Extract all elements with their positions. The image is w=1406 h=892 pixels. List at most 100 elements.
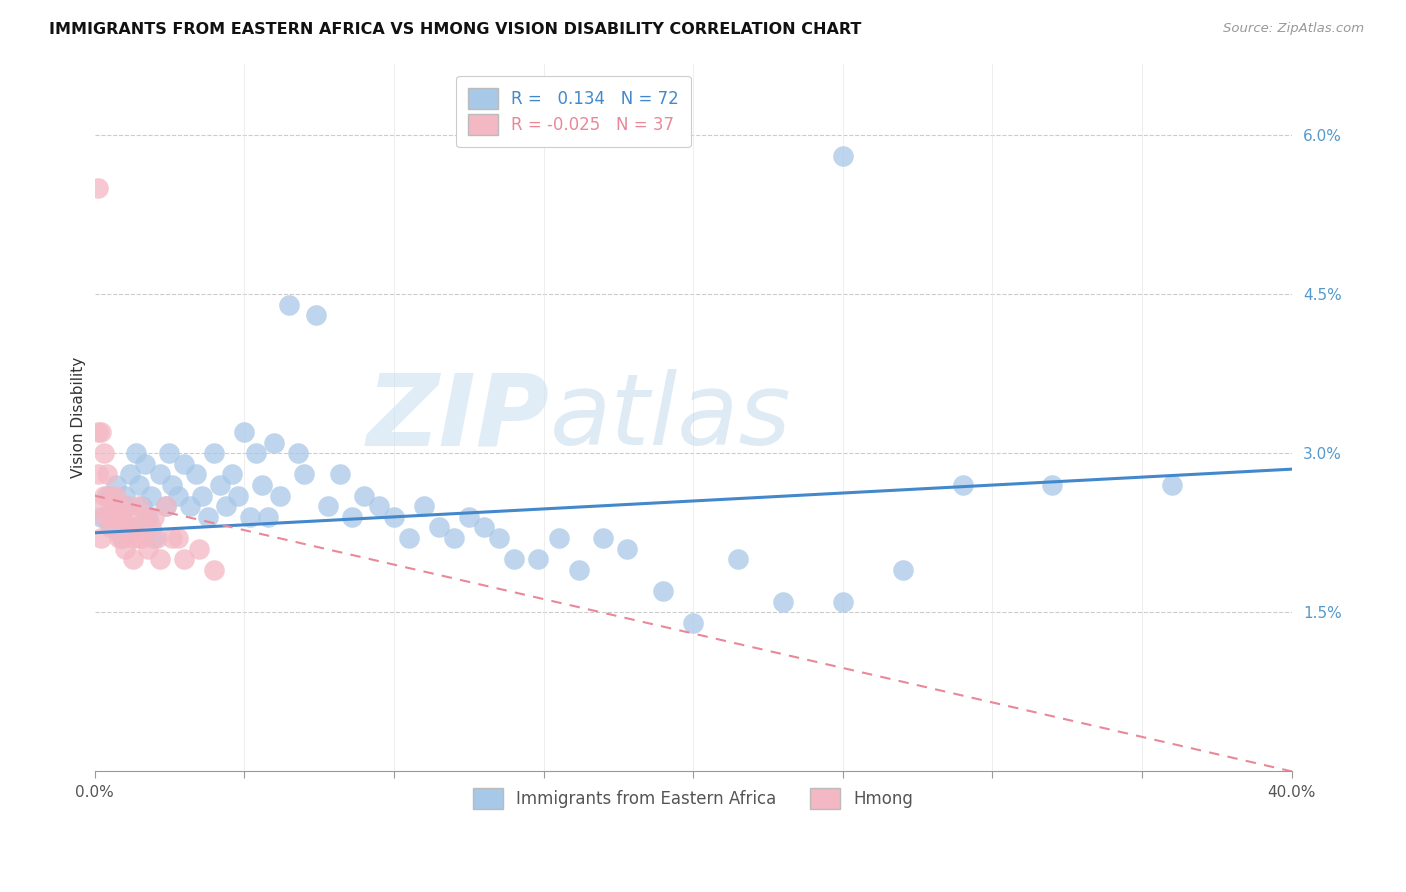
Point: [188, 541, 211, 556]
Point: [592, 531, 614, 545]
Point: [472, 520, 495, 534]
Point: [110, 531, 132, 545]
Point: [1161, 478, 1184, 492]
Point: [197, 509, 219, 524]
Point: [110, 509, 132, 524]
Point: [86, 425, 108, 439]
Point: [457, 509, 479, 524]
Point: [125, 446, 148, 460]
Text: Source: ZipAtlas.com: Source: ZipAtlas.com: [1223, 22, 1364, 36]
Point: [104, 478, 127, 492]
Point: [125, 509, 148, 524]
Point: [101, 500, 124, 514]
Point: [202, 563, 225, 577]
Point: [93, 489, 115, 503]
Point: [101, 500, 124, 514]
Point: [831, 595, 853, 609]
Point: [107, 509, 129, 524]
Point: [90, 425, 112, 439]
Point: [143, 509, 166, 524]
Point: [287, 446, 309, 460]
Point: [98, 509, 121, 524]
Point: [329, 467, 352, 482]
Point: [292, 467, 315, 482]
Point: [96, 467, 118, 482]
Point: [179, 500, 201, 514]
Point: [239, 509, 262, 524]
Point: [367, 500, 389, 514]
Point: [107, 531, 129, 545]
Point: [682, 615, 704, 630]
Point: [90, 531, 112, 545]
Point: [98, 520, 121, 534]
Point: [128, 478, 150, 492]
Point: [104, 509, 127, 524]
Point: [128, 531, 150, 545]
Point: [1040, 478, 1063, 492]
Point: [122, 552, 145, 566]
Point: [652, 584, 675, 599]
Point: [257, 509, 280, 524]
Point: [162, 478, 184, 492]
Point: [173, 457, 195, 471]
Legend: Immigrants from Eastern Africa, Hmong: Immigrants from Eastern Africa, Hmong: [467, 781, 920, 816]
Point: [443, 531, 465, 545]
Point: [117, 500, 139, 514]
Point: [141, 520, 163, 534]
Point: [141, 489, 163, 503]
Point: [104, 489, 127, 503]
Point: [162, 531, 184, 545]
Point: [134, 457, 156, 471]
Point: [155, 500, 177, 514]
Y-axis label: Vision Disability: Vision Disability: [72, 357, 86, 478]
Point: [427, 520, 450, 534]
Point: [891, 563, 914, 577]
Point: [202, 446, 225, 460]
Point: [226, 489, 249, 503]
Point: [952, 478, 974, 492]
Point: [727, 552, 749, 566]
Point: [398, 531, 420, 545]
Point: [128, 500, 150, 514]
Text: atlas: atlas: [550, 369, 792, 467]
Text: IMMIGRANTS FROM EASTERN AFRICA VS HMONG VISION DISABILITY CORRELATION CHART: IMMIGRANTS FROM EASTERN AFRICA VS HMONG …: [49, 22, 862, 37]
Point: [143, 531, 166, 545]
Point: [167, 531, 190, 545]
Point: [616, 541, 638, 556]
Point: [86, 467, 108, 482]
Point: [245, 446, 267, 460]
Point: [186, 467, 208, 482]
Point: [340, 509, 363, 524]
Point: [149, 467, 172, 482]
Point: [98, 489, 121, 503]
Point: [149, 552, 172, 566]
Point: [96, 489, 118, 503]
Point: [93, 509, 115, 524]
Point: [382, 509, 405, 524]
Point: [772, 595, 794, 609]
Point: [263, 435, 285, 450]
Point: [114, 520, 136, 534]
Point: [138, 509, 160, 524]
Point: [269, 489, 291, 503]
Point: [305, 309, 328, 323]
Point: [526, 552, 548, 566]
Point: [488, 531, 510, 545]
Point: [353, 489, 375, 503]
Point: [221, 467, 243, 482]
Point: [173, 552, 195, 566]
Text: ZIP: ZIP: [367, 369, 550, 467]
Point: [134, 509, 156, 524]
Point: [107, 500, 129, 514]
Point: [120, 467, 142, 482]
Point: [110, 531, 132, 545]
Point: [209, 478, 232, 492]
Point: [122, 520, 145, 534]
Point: [117, 500, 139, 514]
Point: [547, 531, 569, 545]
Point: [157, 446, 180, 460]
Point: [155, 500, 177, 514]
Point: [131, 531, 153, 545]
Point: [250, 478, 273, 492]
Point: [191, 489, 214, 503]
